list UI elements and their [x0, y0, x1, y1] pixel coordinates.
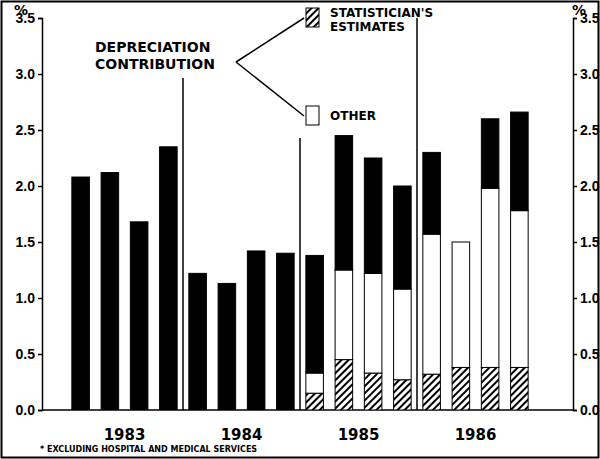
tick-mark: [38, 242, 42, 244]
y-axis-right: 0.00.51.01.52.02.53.03.5: [573, 10, 600, 418]
tick-mark: [38, 18, 42, 20]
leader-line: [236, 18, 304, 62]
bar-segment: [452, 367, 470, 410]
bar-segment: [335, 136, 353, 270]
annotation: DEPRECIATIONCONTRIBUTION: [95, 39, 215, 72]
tick-mark: [38, 130, 42, 132]
bar-segment: [394, 380, 412, 410]
tick: 2.0: [16, 178, 42, 194]
axis-title: %: [572, 2, 586, 18]
bars: [72, 112, 528, 410]
legend-label: OTHER: [330, 109, 376, 123]
tick-mark: [38, 298, 42, 300]
bar-segment: [423, 374, 441, 410]
bar-segment: [511, 367, 529, 410]
group-divider: [416, 18, 418, 410]
group-label: 1985: [338, 426, 380, 444]
tick-mark: [573, 74, 577, 76]
tick-mark: [573, 298, 577, 300]
tick-mark: [38, 186, 42, 188]
bar-segment: [335, 270, 353, 360]
tick-label: 1.0: [16, 290, 36, 306]
legend-label: STATISTICIAN'SESTIMATES: [330, 6, 433, 34]
chart: 0.00.51.01.52.02.53.03.50.00.51.01.52.02…: [0, 0, 600, 459]
tick: 1.0: [16, 290, 42, 306]
tick-label: 1.5: [16, 234, 36, 250]
bar-segment: [511, 112, 529, 211]
tick-mark: [38, 354, 42, 356]
bar-segment: [277, 253, 295, 410]
tick: 0.0: [573, 402, 600, 418]
legend-swatch: [306, 8, 319, 27]
tick-label: 2.5: [16, 122, 36, 138]
frame: [2, 2, 599, 458]
leader-line: [236, 62, 304, 116]
axis-title: %: [14, 2, 28, 18]
bar-segment: [306, 393, 324, 410]
bar-segment: [364, 158, 382, 273]
tick: 2.0: [573, 178, 600, 194]
bar-segment: [423, 234, 441, 374]
tick-mark: [38, 74, 42, 76]
bar-segment: [101, 173, 119, 410]
tick: 3.0: [16, 66, 42, 82]
group-divider: [182, 78, 184, 410]
bar-segment: [247, 251, 265, 410]
tick-label: 2.5: [580, 122, 600, 138]
tick-mark: [573, 130, 577, 132]
tick: 1.0: [573, 290, 600, 306]
tick-label: 2.0: [580, 178, 600, 194]
bar-segment: [423, 152, 441, 234]
tick-mark: [38, 410, 42, 412]
tick: 1.5: [16, 234, 42, 250]
bar-segment: [335, 360, 353, 410]
group-divider: [299, 138, 301, 410]
bar-segment: [481, 367, 499, 410]
bar-segment: [364, 373, 382, 410]
tick-label: 1.0: [580, 290, 600, 306]
tick-label: 1.5: [580, 234, 600, 250]
tick-label: 3.0: [16, 66, 36, 82]
tick-label: 0.0: [16, 402, 36, 418]
bar-segment: [218, 283, 236, 410]
bar-segment: [452, 242, 470, 367]
tick: 0.5: [16, 346, 42, 362]
tick: 3.0: [573, 66, 600, 82]
tick-label: 0.0: [580, 402, 600, 418]
bar-segment: [364, 273, 382, 373]
bar-segment: [394, 289, 412, 380]
tick-label: 0.5: [16, 346, 36, 362]
bar-segment: [160, 147, 178, 410]
bar-segment: [394, 186, 412, 289]
tick: 1.5: [573, 234, 600, 250]
bar-segment: [189, 273, 207, 410]
group-label: 1986: [455, 426, 497, 444]
tick-mark: [573, 186, 577, 188]
bar-segment: [481, 188, 499, 367]
bar-segment: [481, 119, 499, 188]
bar-segment: [306, 255, 324, 373]
tick: 2.5: [573, 122, 600, 138]
tick-mark: [573, 354, 577, 356]
axis-line: [38, 19, 43, 411]
tick: 0.5: [573, 346, 600, 362]
tick-label: 3.0: [580, 66, 600, 82]
tick: 0.0: [16, 402, 42, 418]
tick-mark: [573, 242, 577, 244]
bar-segment: [511, 211, 529, 368]
tick-label: 0.5: [580, 346, 600, 362]
tick: 2.5: [16, 122, 42, 138]
group-label: 1983: [104, 426, 146, 444]
y-axis: 0.00.51.01.52.02.53.03.5: [16, 10, 43, 418]
bar-segment: [72, 177, 90, 410]
bar-segment: [130, 222, 148, 410]
legend-swatch: [306, 106, 319, 125]
axis-line: [574, 19, 578, 411]
footnote: * EXCLUDING HOSPITAL AND MEDICAL SERVICE…: [40, 445, 257, 454]
tick-label: 2.0: [16, 178, 36, 194]
tick-mark: [573, 410, 577, 412]
bar-segment: [306, 373, 324, 393]
group-label: 1984: [221, 426, 263, 444]
bar-segment: [452, 242, 470, 243]
